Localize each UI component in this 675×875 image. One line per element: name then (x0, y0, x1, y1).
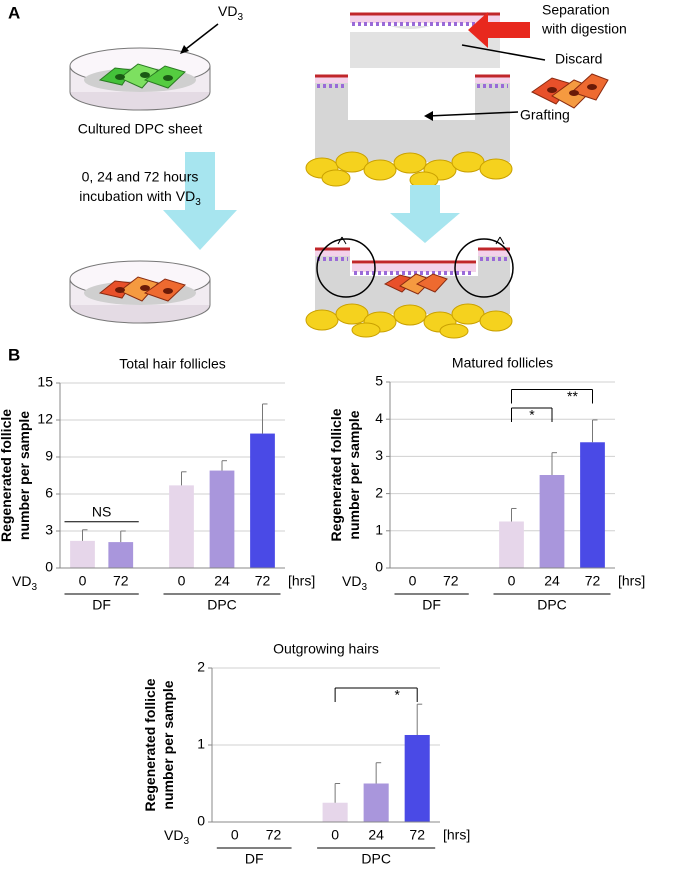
y-tick-label: 4 (375, 410, 383, 426)
x-tick-label: 24 (214, 573, 230, 589)
bar (363, 783, 389, 822)
bar (580, 442, 605, 568)
x-tick-label: 24 (544, 573, 560, 589)
x-tick-label: 72 (266, 827, 282, 843)
y-tick-label: 15 (37, 374, 53, 390)
y-axis-label-line: number per sample (160, 680, 176, 809)
x-tick-label: 24 (368, 827, 384, 843)
x-prefix-sub: 3 (183, 836, 189, 847)
x-tick-label: 0 (331, 827, 339, 843)
group-label: DPC (361, 851, 391, 867)
y-tick-label: 5 (375, 373, 383, 389)
y-tick-label: 2 (375, 484, 383, 500)
cells (531, 73, 609, 109)
x-tick-label: 72 (255, 573, 271, 589)
y-tick-label: 0 (375, 559, 383, 575)
x-prefix: VD3 (164, 827, 189, 847)
arrow (181, 23, 219, 53)
significance-label: ** (567, 388, 578, 404)
dish (69, 47, 211, 111)
x-tick-label: 72 (113, 573, 129, 589)
arrow (461, 44, 546, 61)
x-tick-label: 0 (178, 573, 186, 589)
significance-label: * (394, 687, 400, 703)
x-tick-label: 72 (585, 573, 601, 589)
x-tick-label: 0 (231, 827, 239, 843)
y-tick-label: 3 (375, 447, 383, 463)
x-tick-label: 0 (79, 573, 87, 589)
group-label: DPC (207, 597, 237, 613)
x-prefix-text: VD (164, 827, 183, 843)
group-label: DF (245, 851, 264, 867)
significance-label: NS (92, 503, 111, 519)
incubation-label: incubation with VD3 (79, 188, 201, 208)
arrow (427, 111, 519, 117)
x-unit: [hrs] (618, 573, 645, 589)
x-tick-label: 0 (508, 573, 516, 589)
group-label: DF (422, 597, 441, 613)
y-axis-label-line: Regenerated follicle (142, 678, 158, 811)
panel-label: B (8, 345, 20, 364)
y-tick-label: 2 (197, 659, 205, 675)
bar (499, 521, 524, 568)
x-prefix-text: VD (12, 573, 31, 589)
separation-label: with digestion (541, 21, 627, 37)
y-axis-label-line: Regenerated follicle (0, 409, 14, 542)
y-axis-label: Regenerated follicle number per sample (328, 408, 362, 541)
bar (404, 734, 430, 822)
wound-bed (305, 74, 513, 189)
grafting-label: Grafting (520, 107, 570, 123)
separation-label: Separation (542, 2, 610, 18)
y-axis-label-line: number per sample (16, 411, 32, 540)
incubation-label: 0, 24 and 72 hours (82, 169, 199, 185)
x-unit: [hrs] (288, 573, 315, 589)
panel-label: A (8, 3, 20, 22)
discard-label: Discard (555, 51, 602, 67)
bar (209, 470, 235, 568)
x-tick-label: 72 (443, 573, 459, 589)
arrow-head (424, 111, 433, 121)
bar (250, 433, 275, 568)
x-unit: [hrs] (443, 827, 470, 843)
y-tick-label: 6 (45, 485, 53, 501)
y-tick-label: 3 (45, 522, 53, 538)
bar (322, 802, 348, 822)
chart-title: Total hair follicles (119, 356, 226, 372)
y-tick-label: 1 (197, 736, 205, 752)
grafted-skin (305, 236, 514, 339)
dish-label: Cultured DPC sheet (78, 121, 203, 137)
y-tick-label: 12 (37, 411, 53, 427)
bar (108, 542, 134, 568)
y-tick-label: 0 (45, 559, 53, 575)
chart-title: Matured follicles (452, 355, 553, 371)
x-prefix-sub: 3 (361, 582, 367, 593)
y-axis-label: Regenerated follicle number per sample (0, 409, 32, 542)
bar (70, 540, 95, 568)
dish (69, 260, 211, 324)
group-label: DPC (537, 597, 567, 613)
flow-arrow (390, 185, 460, 243)
significance-label: * (529, 407, 535, 423)
arrow-head (180, 45, 189, 54)
y-axis-label-line: number per sample (346, 410, 362, 539)
x-prefix-text: VD (342, 573, 361, 589)
y-tick-label: 1 (375, 522, 383, 538)
vd-label: VD3 (218, 3, 243, 23)
bar (169, 485, 194, 568)
x-tick-label: 72 (409, 827, 425, 843)
x-prefix: VD3 (342, 573, 367, 593)
x-prefix: VD3 (12, 573, 37, 593)
y-axis-label-line: Regenerated follicle (328, 408, 344, 541)
chart-title: Outgrowing hairs (273, 641, 379, 657)
red-arrow (468, 12, 530, 48)
x-tick-label: 0 (409, 573, 417, 589)
y-tick-label: 0 (197, 813, 205, 829)
bar (539, 475, 565, 568)
y-tick-label: 9 (45, 448, 53, 464)
flow-arrow (163, 152, 237, 250)
group-label: DF (92, 597, 111, 613)
x-prefix-sub: 3 (31, 582, 37, 593)
y-axis-label: Regenerated follicle number per sample (142, 678, 176, 811)
